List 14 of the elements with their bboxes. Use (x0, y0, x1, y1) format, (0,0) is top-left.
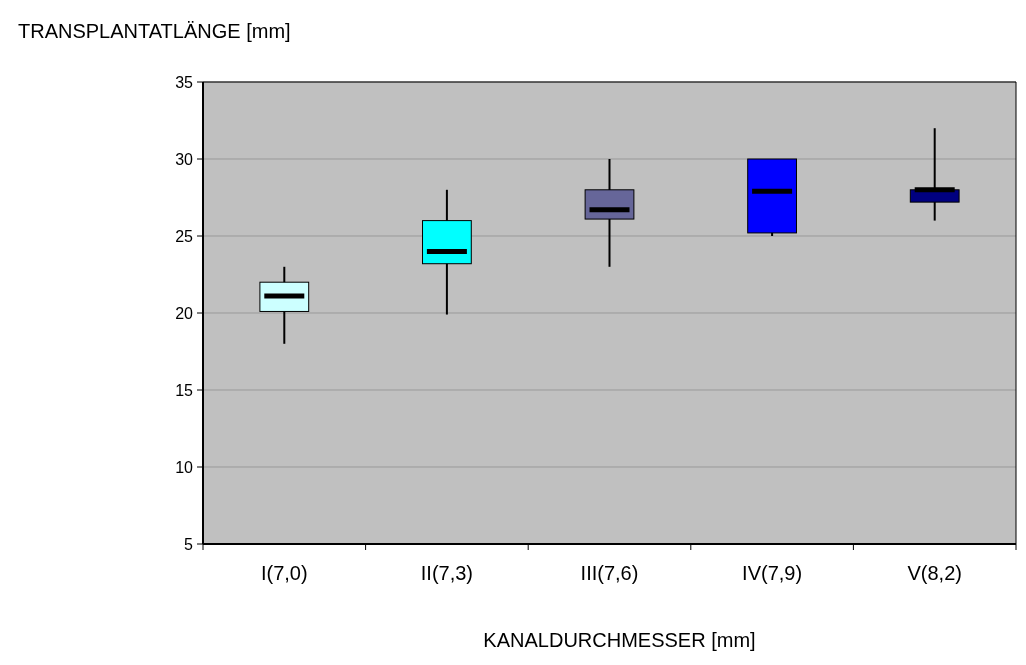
y-axis-title: TRANSPLANTATLÄNGE [mm] (18, 20, 291, 42)
y-tick-label: 5 (184, 535, 194, 553)
y-tick-label: 25 (175, 227, 194, 245)
x-axis-title: KANALDURCHMESSER [mm] (483, 629, 756, 651)
y-tick-label: 10 (175, 458, 194, 476)
x-tick-label: III(7,6) (580, 562, 639, 584)
x-tick-label: V(8,2) (907, 562, 962, 584)
x-tick-label: IV(7,9) (742, 562, 803, 584)
y-tick-label: 20 (175, 304, 194, 322)
x-tick-label: II(7,3) (420, 562, 474, 584)
y-tick-label: 15 (175, 381, 194, 399)
y-tick-label: 30 (175, 150, 194, 168)
y-tick-label: 35 (175, 73, 194, 91)
x-tick-label: I(7,0) (260, 562, 308, 584)
